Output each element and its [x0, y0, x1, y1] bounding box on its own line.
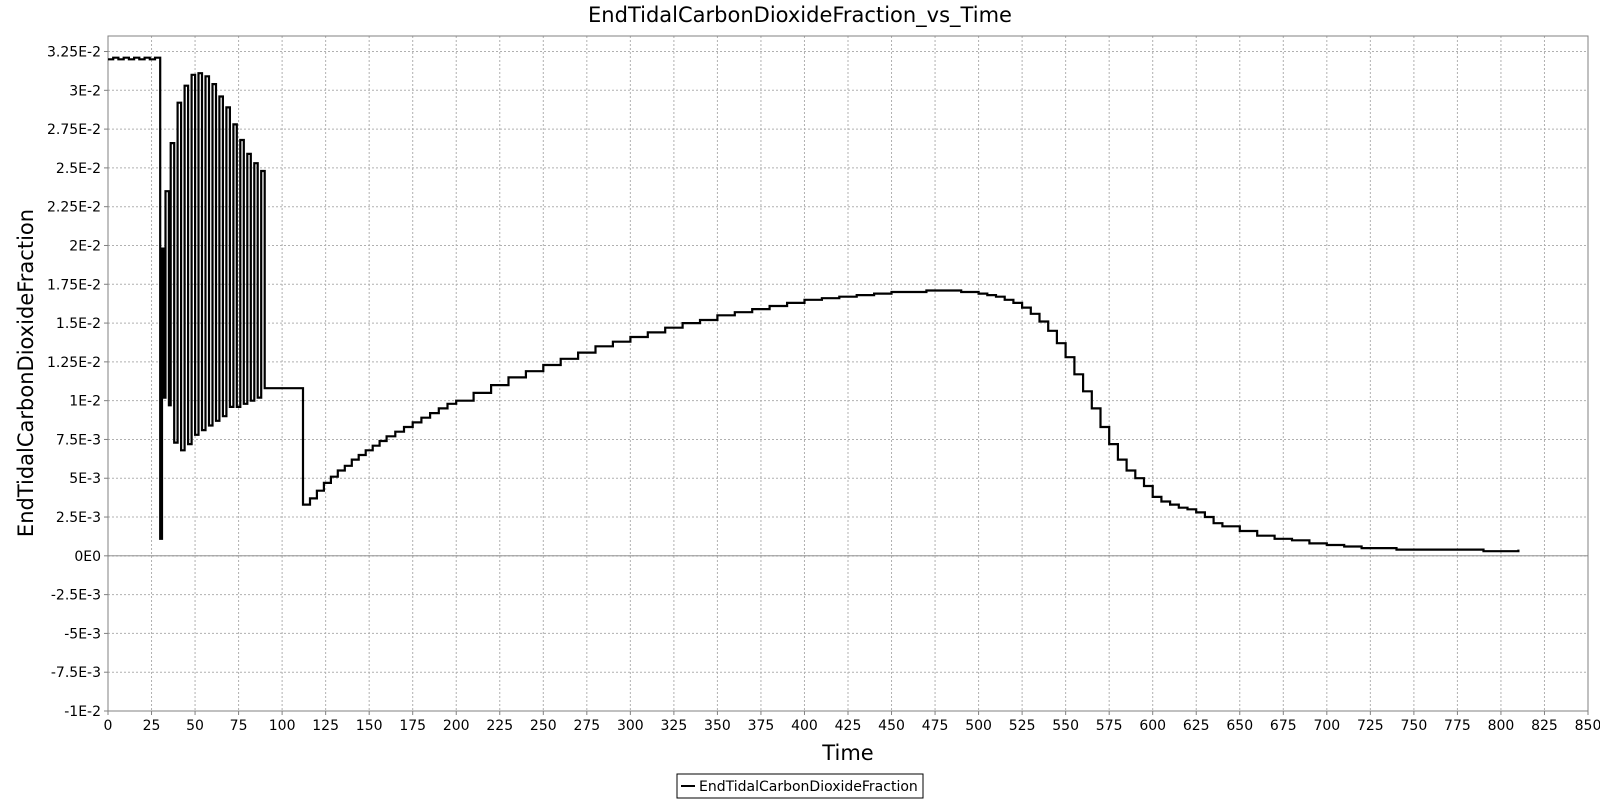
x-axis-label: Time [821, 741, 873, 765]
x-tick-label: 550 [1052, 718, 1079, 734]
y-tick-label: 0E0 [74, 549, 101, 565]
y-tick-label: 1.25E-2 [47, 355, 101, 371]
x-tick-label: 175 [399, 718, 426, 734]
x-tick-label: 700 [1313, 718, 1340, 734]
x-tick-label: 625 [1183, 718, 1210, 734]
x-tick-label: 400 [791, 718, 818, 734]
x-tick-label: 850 [1575, 718, 1600, 734]
x-tick-label: 575 [1096, 718, 1123, 734]
y-tick-label: 1E-2 [69, 394, 101, 410]
x-tick-label: 450 [878, 718, 905, 734]
x-tick-label: 50 [186, 718, 204, 734]
series-line [108, 56, 1520, 553]
y-tick-label: 2E-2 [69, 238, 101, 254]
x-tick-label: 250 [530, 718, 557, 734]
x-tick-label: 0 [104, 718, 113, 734]
x-tick-label: 475 [922, 718, 949, 734]
y-tick-label: 1.75E-2 [47, 277, 101, 293]
x-tick-label: 675 [1270, 718, 1297, 734]
y-tick-label: 7.5E-3 [56, 432, 101, 448]
y-tick-label: -5E-3 [64, 626, 101, 642]
x-tick-label: 650 [1226, 718, 1253, 734]
x-tick-label: 275 [573, 718, 600, 734]
y-tick-label: -1E-2 [64, 704, 101, 720]
y-axis-label: EndTidalCarbonDioxideFraction [14, 209, 38, 537]
y-tick-label: -7.5E-3 [51, 665, 101, 681]
x-tick-label: 375 [748, 718, 775, 734]
x-tick-label: 425 [835, 718, 862, 734]
x-tick-label: 300 [617, 718, 644, 734]
y-tick-label: 1.5E-2 [56, 316, 101, 332]
y-tick-label: -2.5E-3 [51, 588, 101, 604]
series-group [108, 56, 1520, 553]
y-tick-label: 2.75E-2 [47, 122, 101, 138]
x-tick-label: 500 [965, 718, 992, 734]
x-tick-label: 150 [356, 718, 383, 734]
x-tick-label: 775 [1444, 718, 1471, 734]
legend-label: EndTidalCarbonDioxideFraction [699, 779, 918, 795]
y-tick-label: 2.5E-3 [56, 510, 101, 526]
x-tick-label: 225 [486, 718, 513, 734]
chart-title: EndTidalCarbonDioxideFraction_vs_Time [588, 3, 1012, 28]
legend: EndTidalCarbonDioxideFraction [676, 773, 924, 799]
legend-box [676, 773, 924, 799]
y-tick-label: 2.25E-2 [47, 200, 101, 216]
x-tick-label: 200 [443, 718, 470, 734]
x-tick-label: 750 [1401, 718, 1428, 734]
x-tick-label: 525 [1009, 718, 1036, 734]
x-tick-label: 25 [143, 718, 161, 734]
x-tick-label: 350 [704, 718, 731, 734]
x-tick-label: 75 [230, 718, 248, 734]
x-tick-label: 325 [661, 718, 688, 734]
x-tick-label: 600 [1139, 718, 1166, 734]
x-tick-label: 725 [1357, 718, 1384, 734]
y-tick-label: 5E-3 [69, 471, 101, 487]
x-tick-label: 825 [1531, 718, 1558, 734]
x-tick-label: 125 [312, 718, 339, 734]
y-tick-label: 2.5E-2 [56, 161, 101, 177]
y-tick-label: 3E-2 [69, 83, 101, 99]
grid [107, 36, 1589, 712]
y-tick-label: 3.25E-2 [47, 45, 101, 61]
x-tick-label: 800 [1488, 718, 1515, 734]
x-tick-label: 100 [269, 718, 296, 734]
x-axis-ticks: 0 25 50 75 100 125 150 175 200 225 250 275 300 325 350… [104, 711, 1600, 734]
y-axis-ticks: -1E-2 -7.5E-3 -5E-3 -2.5E-3 0E0 2.5E-3 5E-3 7.5… [47, 45, 108, 720]
